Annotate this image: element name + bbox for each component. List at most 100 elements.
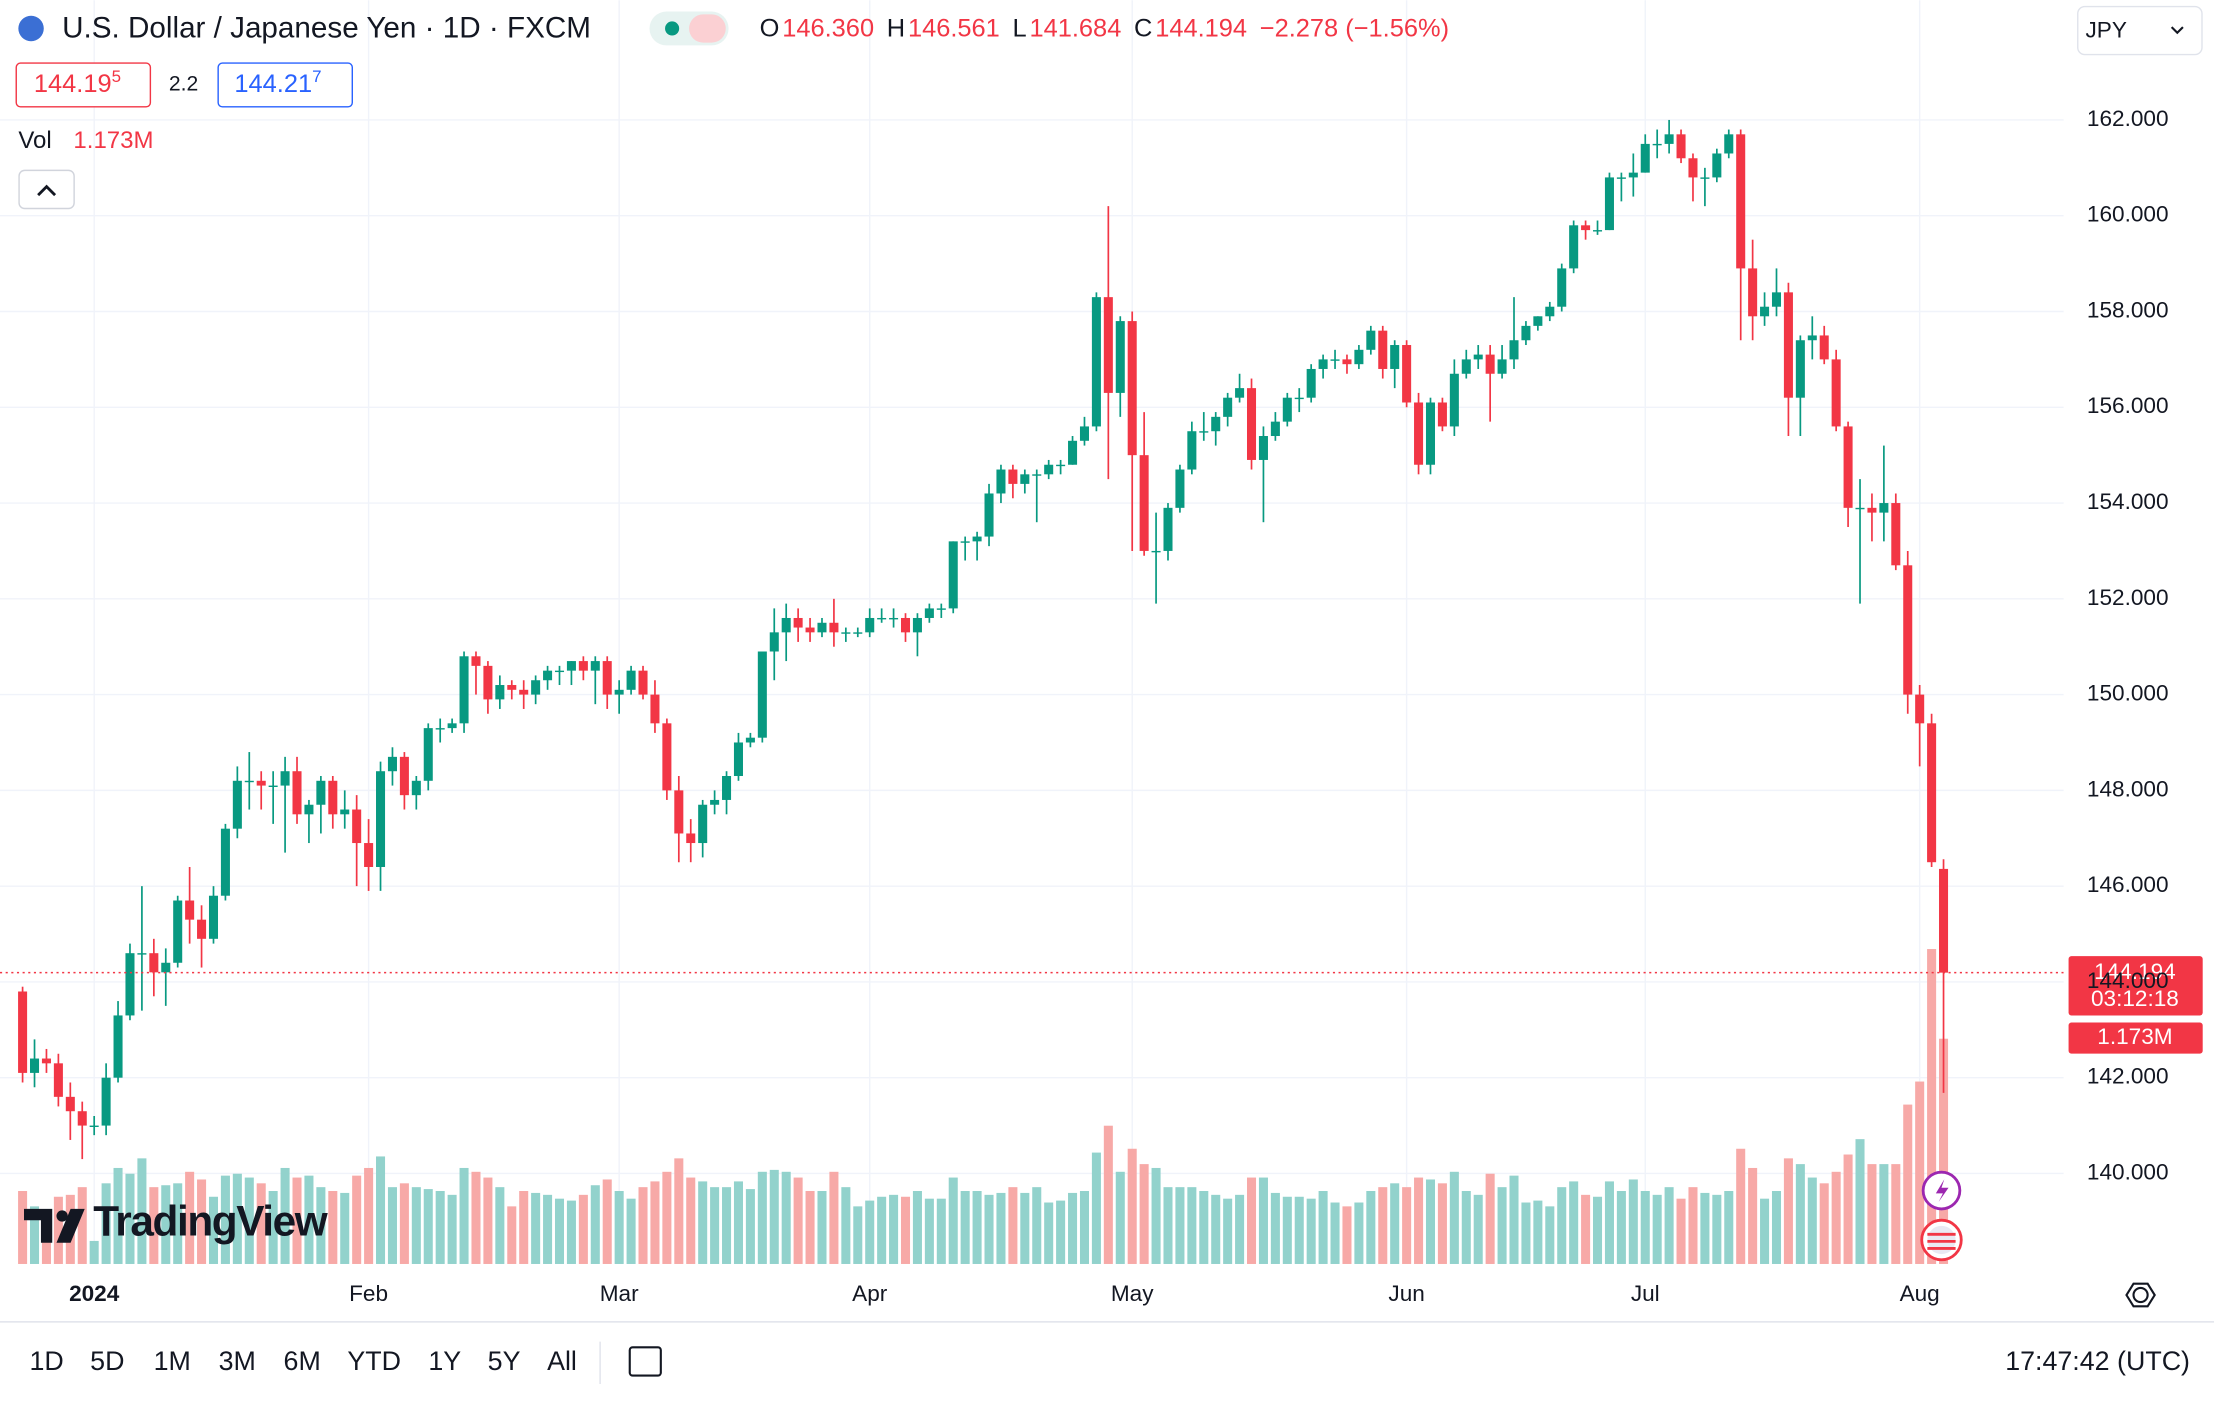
candle-body bbox=[519, 689, 529, 695]
bid-box[interactable] bbox=[15, 62, 152, 108]
candle-body bbox=[1163, 507, 1173, 551]
volume-bar bbox=[268, 1191, 278, 1264]
candle-body bbox=[769, 632, 779, 652]
volume-bar bbox=[1616, 1191, 1626, 1264]
volume-bar bbox=[89, 1240, 99, 1264]
volume-bar bbox=[1246, 1177, 1257, 1264]
candle-body bbox=[960, 541, 970, 543]
volume-bar bbox=[1760, 1198, 1770, 1264]
candle-body bbox=[1628, 172, 1638, 178]
candle-body bbox=[1103, 297, 1113, 393]
candle-body bbox=[18, 991, 28, 1073]
volume-bar bbox=[1521, 1202, 1531, 1264]
candle-body bbox=[984, 493, 994, 537]
candle-body bbox=[1903, 565, 1913, 695]
range-button[interactable]: 1M bbox=[154, 1346, 191, 1376]
volume-bar bbox=[769, 1169, 779, 1264]
range-button[interactable]: 5D bbox=[90, 1346, 124, 1376]
range-button[interactable]: 1D bbox=[29, 1346, 63, 1376]
volume-bar bbox=[1593, 1196, 1603, 1264]
volume-bar bbox=[853, 1206, 863, 1264]
candle-body bbox=[1330, 359, 1340, 361]
candle-body bbox=[1485, 354, 1495, 374]
settings-icon[interactable] bbox=[2132, 1286, 2149, 1304]
y-tick-label: 158.000 bbox=[2087, 297, 2169, 322]
candle-body bbox=[352, 809, 362, 844]
price-tag-price: 144.194 bbox=[2094, 959, 2176, 984]
candle-body bbox=[1020, 474, 1030, 484]
candle-body bbox=[1891, 503, 1901, 566]
ohlc-key: O bbox=[760, 15, 780, 43]
range-buttons: 1D 5D 1M 3M 6M YTD 1Y 5Y All bbox=[29, 1346, 576, 1376]
candle-body bbox=[1449, 373, 1459, 427]
range-button[interactable]: 5Y bbox=[488, 1346, 521, 1376]
volume-bar bbox=[1509, 1175, 1519, 1264]
candle-body bbox=[77, 1111, 87, 1126]
volume-bar bbox=[1485, 1173, 1495, 1264]
volume-bar bbox=[280, 1167, 290, 1264]
date-range-icon[interactable] bbox=[628, 1346, 662, 1377]
volume-bar bbox=[1664, 1187, 1674, 1264]
event-bolt bbox=[1935, 1179, 1949, 1202]
volume-bar bbox=[1282, 1196, 1292, 1264]
candle-body bbox=[554, 670, 565, 673]
candle-body bbox=[722, 776, 732, 800]
delayed-badge bbox=[689, 14, 726, 43]
candle-body bbox=[1604, 177, 1614, 231]
candle-layer bbox=[0, 119, 2065, 1160]
candle-body bbox=[1461, 359, 1471, 374]
volume-bar bbox=[1032, 1187, 1042, 1264]
candle-body bbox=[185, 900, 195, 920]
candle-body bbox=[459, 656, 469, 724]
candle-body bbox=[1700, 177, 1710, 179]
candle-body bbox=[387, 756, 397, 772]
volume-bar bbox=[244, 1177, 254, 1264]
candle-body bbox=[423, 728, 433, 781]
volume-bar bbox=[53, 1196, 63, 1264]
price-tag-countdown: 03:12:18 bbox=[2091, 986, 2179, 1011]
candle-body bbox=[1593, 230, 1603, 232]
volume-bar bbox=[1569, 1181, 1579, 1264]
candle-body bbox=[197, 919, 207, 939]
candle-body bbox=[781, 617, 791, 633]
candle-body bbox=[1688, 158, 1698, 178]
range-button[interactable]: 6M bbox=[284, 1346, 321, 1376]
volume-bar bbox=[1103, 1125, 1113, 1264]
symbol-title[interactable]: U.S. Dollar / Japanese Yen · 1D · FXCM bbox=[62, 12, 591, 45]
volume-bar bbox=[173, 1183, 183, 1264]
range-button[interactable]: 3M bbox=[219, 1346, 256, 1376]
candle-body bbox=[745, 737, 755, 743]
y-tick-label: 140.000 bbox=[2087, 1159, 2169, 1184]
candle-body bbox=[1056, 464, 1066, 467]
candle-body bbox=[853, 632, 863, 634]
volume-bar bbox=[817, 1191, 827, 1264]
market-open-dot bbox=[665, 21, 680, 36]
volume-bar bbox=[650, 1181, 660, 1264]
currency-button[interactable] bbox=[2077, 5, 2203, 56]
volume-bar bbox=[984, 1194, 994, 1264]
volume-bar bbox=[1533, 1200, 1543, 1264]
ask-box[interactable] bbox=[217, 62, 353, 108]
volume-bar bbox=[447, 1194, 457, 1264]
candle-body bbox=[638, 670, 648, 695]
volume-bar bbox=[1652, 1194, 1662, 1264]
volume-bar bbox=[972, 1191, 982, 1264]
candle-body bbox=[1736, 134, 1746, 269]
candle-body bbox=[1437, 402, 1447, 427]
x-tick-label: Mar bbox=[600, 1281, 639, 1306]
volume-bar bbox=[889, 1194, 899, 1264]
candle-body bbox=[889, 617, 899, 620]
candle-body bbox=[1497, 359, 1507, 374]
change: −2.278 (−1.56%) bbox=[1260, 15, 1449, 43]
bid-pip: 5 bbox=[112, 67, 121, 86]
range-button[interactable]: All bbox=[547, 1346, 577, 1376]
candle-body bbox=[1414, 402, 1424, 465]
volume-bar bbox=[626, 1198, 636, 1264]
candle-body bbox=[149, 953, 159, 973]
range-button[interactable]: YTD bbox=[347, 1346, 401, 1376]
range-button[interactable]: 1Y bbox=[428, 1346, 461, 1376]
volume-bar bbox=[30, 1206, 40, 1264]
collapse-button[interactable] bbox=[18, 169, 75, 210]
volume-bar bbox=[1175, 1187, 1185, 1264]
volume-bar bbox=[18, 1191, 28, 1264]
